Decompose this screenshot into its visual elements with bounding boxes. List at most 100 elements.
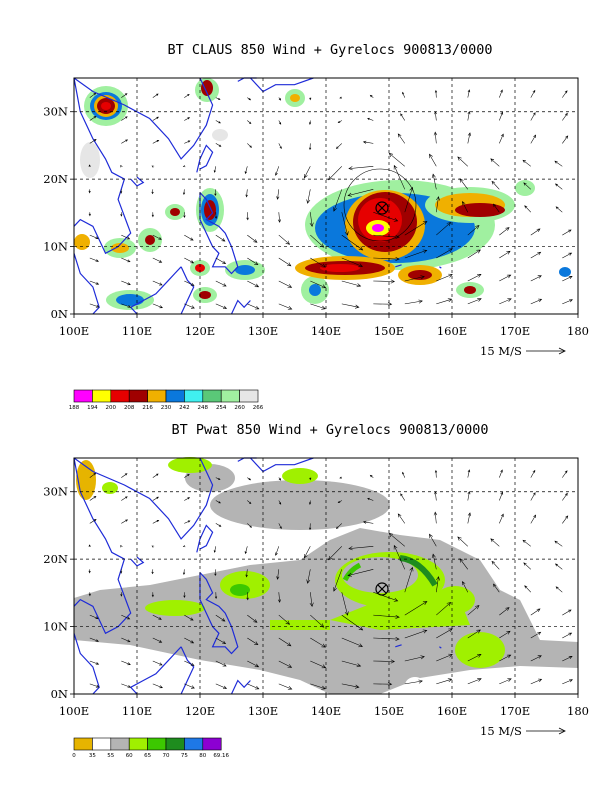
wind-vector [184, 257, 195, 264]
wind-vector [214, 212, 218, 220]
wind-vector [276, 569, 280, 580]
wind-vector [120, 569, 123, 574]
wind-vector [404, 299, 423, 305]
wind-vector [215, 143, 222, 147]
wind-vector [436, 221, 452, 236]
wind-vector [562, 470, 568, 478]
colorbar-swatch [128, 389, 148, 403]
wind-vector [182, 545, 186, 548]
wind-vector [120, 592, 123, 597]
colorbar-label: 35 [89, 753, 96, 759]
wind-vector [120, 544, 123, 548]
coastline-segment [180, 646, 195, 695]
wind-vector [121, 234, 131, 240]
wind-vector [277, 592, 281, 603]
wind-vector [431, 173, 437, 190]
coastline-segment [249, 457, 314, 473]
colorbar-label: 248 [198, 405, 209, 411]
wind-vector [121, 496, 128, 501]
wind-vector [215, 97, 221, 100]
wind-vector [341, 212, 349, 236]
wind-vector [436, 601, 452, 616]
wind-vector [347, 569, 374, 577]
wind-vector [182, 189, 186, 196]
wind-vector [121, 637, 131, 643]
wind-vector [152, 234, 162, 240]
panel2-x-axis: 100E 110E 120E 130E 140E 150E 160E 170E 180 [59, 694, 589, 718]
wind-vector [215, 234, 226, 242]
wind-vector [152, 637, 163, 643]
wind-vector [121, 93, 128, 98]
wind-vector [490, 538, 500, 547]
wind-vectors [88, 469, 573, 690]
wind-vector [214, 569, 217, 577]
wind-vector [308, 523, 312, 531]
wind-vector [562, 112, 568, 121]
wind-vector [404, 275, 425, 282]
wind-vector [215, 660, 227, 667]
wind-vector [184, 234, 194, 241]
wind-vector [184, 140, 191, 144]
panel2-y-axis: 0N 10N 20N 30N [43, 485, 74, 701]
wind-vector [467, 249, 481, 259]
wind-vector [120, 189, 123, 194]
wind-vector [213, 546, 217, 553]
wind-vector [555, 586, 563, 593]
wind-vector [184, 93, 190, 98]
wind-vector [247, 120, 252, 125]
wind-vector [493, 583, 500, 593]
panel1-y-axis: 0N 10N 20N 30N [43, 105, 74, 321]
wind-vector [308, 120, 312, 125]
wind-vector [341, 257, 363, 268]
wind-vector [184, 614, 194, 621]
vector-reference-label: 15 M/S [480, 724, 522, 738]
wind-vector [402, 471, 406, 478]
cloud-temperature-field [74, 78, 571, 310]
wind-vector [400, 113, 406, 121]
wind-vector [462, 581, 469, 593]
wind-vector [524, 205, 532, 213]
wind-vector [151, 189, 154, 195]
wind-vector [367, 497, 374, 501]
coastline [73, 457, 442, 695]
wind-vector [522, 539, 531, 547]
wind-vector [310, 280, 327, 289]
wind-vector [555, 563, 563, 570]
panel2-vector-reference: 15 M/S [480, 724, 566, 738]
wind-vector [278, 614, 291, 625]
wind-vector [309, 97, 312, 101]
wind-vector [247, 143, 252, 148]
wind-vector [184, 520, 191, 524]
x-tick-label: 130E [248, 324, 278, 338]
coastline-segment [439, 266, 442, 269]
wind-vector [89, 280, 100, 285]
wind-vector [184, 683, 195, 689]
wind-vector [88, 212, 91, 217]
coastline-segment [199, 572, 239, 655]
wind-vector [88, 569, 91, 574]
wind-vector [89, 472, 97, 478]
lat-lon-grid [74, 78, 578, 314]
coastline-segment [73, 77, 214, 160]
x-tick-label: 110E [122, 704, 152, 718]
wind-vector [369, 94, 374, 98]
colorbar-label: 242 [179, 405, 190, 411]
wind-vector [555, 183, 563, 190]
wind-vector [215, 500, 221, 504]
colorbar-label: 200 [106, 405, 117, 411]
wind-vector [436, 678, 453, 685]
wind-vector [530, 275, 542, 282]
wind-vector [328, 166, 342, 181]
coastline-segment [196, 524, 214, 553]
wind-vector [184, 303, 195, 309]
wind-vector [215, 280, 227, 287]
coastline-segment [130, 556, 145, 567]
wind-vector [467, 629, 481, 639]
wind-vector [310, 683, 326, 690]
coastline-segment [230, 299, 251, 315]
wind-vector [341, 592, 349, 616]
wind-vector [151, 545, 155, 548]
wind-vector [215, 257, 227, 265]
wind-vector [341, 660, 362, 668]
